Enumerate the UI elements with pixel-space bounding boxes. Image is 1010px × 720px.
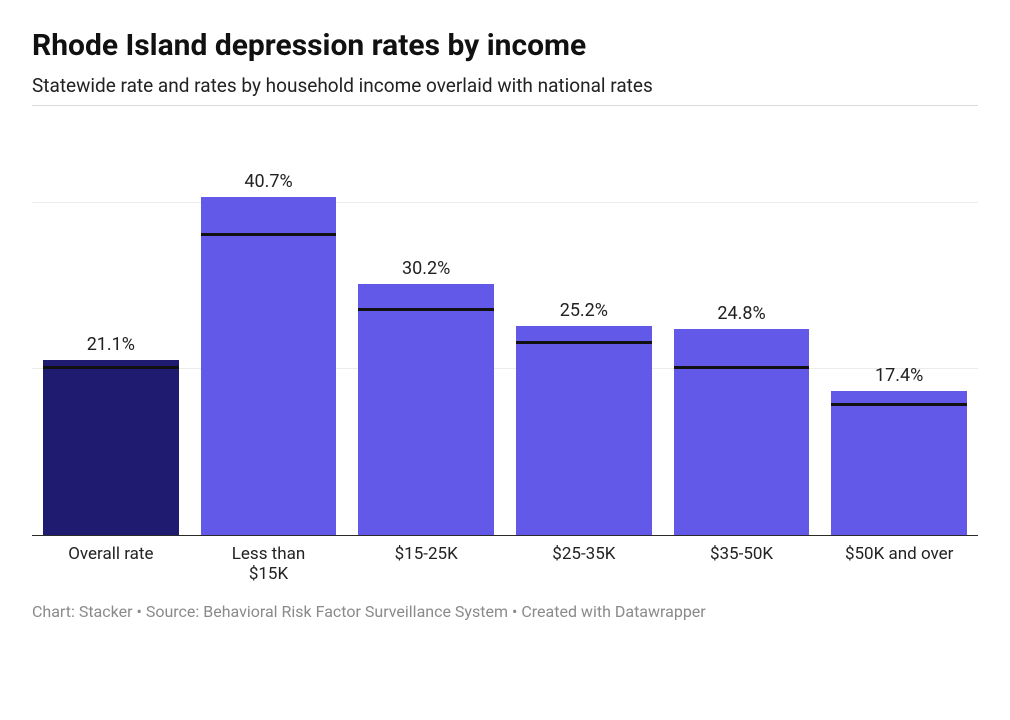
bar-value-label: 25.2% (516, 300, 652, 321)
x-tick-label: Less than $15K (190, 536, 348, 580)
bar: 40.7% (201, 197, 337, 535)
bar-slot: 30.2% (347, 120, 505, 535)
bar-slot: 25.2% (505, 120, 663, 535)
national-rate-overlay (43, 366, 179, 369)
bar: 17.4% (831, 391, 967, 535)
bar-chart: 21.1%40.7%30.2%25.2%24.8%17.4% Overall r… (32, 120, 978, 580)
national-rate-overlay (674, 366, 810, 369)
chart-subtitle: Statewide rate and rates by household in… (32, 74, 978, 97)
bar: 25.2% (516, 326, 652, 535)
bar-slot: 24.8% (663, 120, 821, 535)
bar: 30.2% (358, 284, 494, 535)
bar: 21.1% (43, 360, 179, 535)
national-rate-overlay (358, 308, 494, 311)
plot-area: 21.1%40.7%30.2%25.2%24.8%17.4% (32, 120, 978, 536)
national-rate-overlay (831, 403, 967, 406)
chart-title: Rhode Island depression rates by income (32, 28, 978, 64)
x-axis: Overall rateLess than $15K$15-25K$25-35K… (32, 536, 978, 580)
chart-footer: Chart: Stacker • Source: Behavioral Risk… (32, 602, 978, 621)
bar-value-label: 30.2% (358, 258, 494, 279)
bar-slot: 17.4% (820, 120, 978, 535)
bar-value-label: 21.1% (43, 334, 179, 355)
bars-container: 21.1%40.7%30.2%25.2%24.8%17.4% (32, 120, 978, 535)
bar-value-label: 24.8% (674, 303, 810, 324)
national-rate-overlay (516, 341, 652, 344)
bar-value-label: 40.7% (201, 171, 337, 192)
national-rate-overlay (201, 233, 337, 236)
bar-slot: 40.7% (190, 120, 348, 535)
bar-slot: 21.1% (32, 120, 190, 535)
x-tick-label: $50K and over (820, 536, 978, 580)
x-tick-label: $25-35K (505, 536, 663, 580)
divider (32, 105, 978, 106)
x-tick-label: $15-25K (347, 536, 505, 580)
bar: 24.8% (674, 329, 810, 535)
x-tick-label: $35-50K (663, 536, 821, 580)
x-tick-label: Overall rate (32, 536, 190, 580)
bar-value-label: 17.4% (831, 365, 967, 386)
